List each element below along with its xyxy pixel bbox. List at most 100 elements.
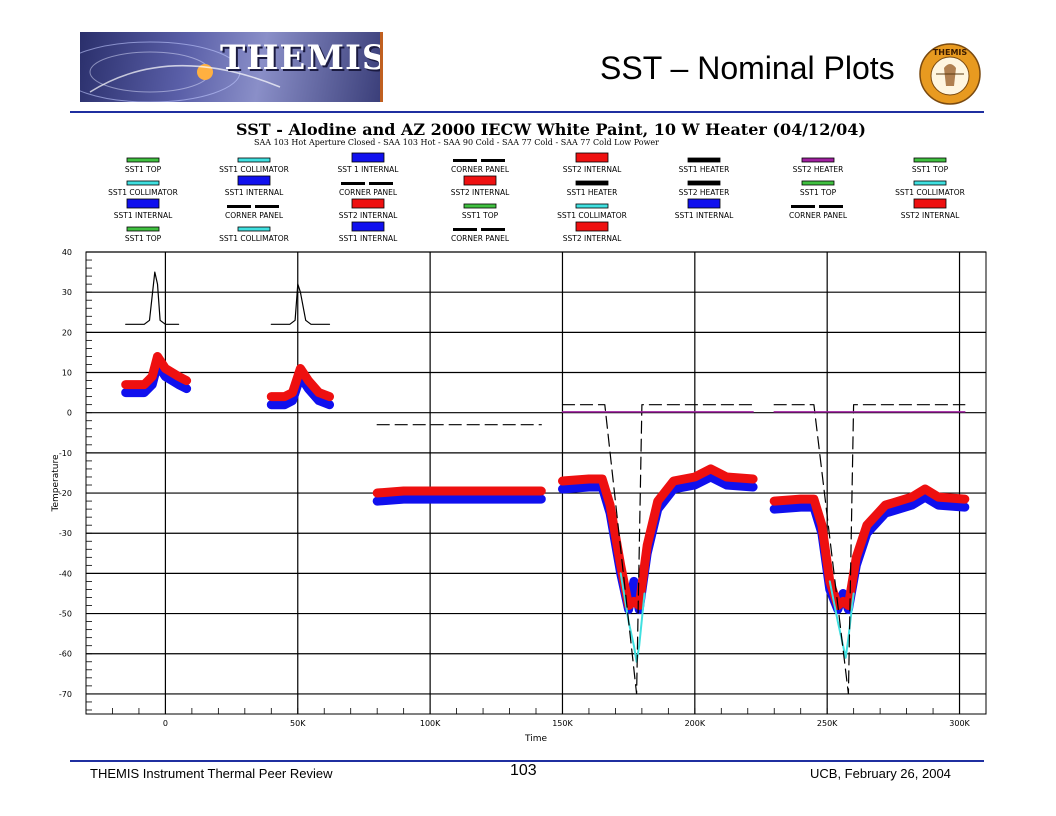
legend-label: SST1 HEATER	[679, 165, 730, 174]
x-tick-label: 150K	[552, 719, 573, 728]
logo-text: THEMIS	[220, 38, 383, 78]
legend-swatch	[791, 205, 815, 208]
legend-label: SST1 INTERNAL	[675, 211, 734, 220]
legend-swatch	[126, 157, 160, 163]
legend-swatch	[801, 157, 835, 163]
y-tick-label: 0	[67, 409, 72, 418]
y-tick-label: -10	[59, 449, 72, 458]
x-tick-label: 100K	[420, 719, 441, 728]
themis-seal-icon: THEMIS	[919, 43, 981, 105]
page-title: SST – Nominal Plots	[600, 50, 895, 86]
legend-label: SST1 COLLIMATOR	[557, 211, 627, 220]
legend-label: CORNER PANEL	[789, 211, 848, 220]
legend-swatch	[453, 159, 477, 162]
x-tick-label: 300K	[949, 719, 970, 728]
y-tick-label: -40	[59, 569, 72, 578]
axis-ticks: 0 50K 100K 150K 200K 250K 300K 40 30 20 10 0 -10 -20 -…	[59, 248, 971, 728]
legend-swatch	[819, 205, 843, 208]
legend-swatch	[801, 180, 835, 186]
footer-right: UCB, February 26, 2004	[810, 766, 951, 781]
header-rule	[70, 111, 984, 113]
legend-label: SST2 INTERNAL	[339, 211, 398, 220]
legend-swatch	[575, 221, 609, 232]
chart-subtitle: SAA 103 Hot Aperture Closed - SAA 103 Ho…	[254, 138, 659, 147]
legend-swatch	[687, 157, 721, 163]
series-line	[828, 580, 855, 659]
y-tick-label: -60	[59, 650, 72, 659]
legend-swatch	[237, 175, 271, 186]
legend-label: SST2 HEATER	[793, 165, 844, 174]
legend-label: SST2 HEATER	[679, 188, 730, 197]
chart-title: SST - Alodine and AZ 2000 IECW White Pai…	[236, 120, 866, 139]
temperature-chart: SST1 TOP SST1 COLLIMATOR SST 1 INTERNAL COR…	[51, 152, 987, 744]
y-tick-label: 20	[62, 328, 72, 337]
legend-swatch	[126, 226, 160, 232]
page-number: 103	[510, 762, 537, 779]
legend-label: SST2 INTERNAL	[901, 211, 960, 220]
seal-text: THEMIS	[933, 48, 968, 57]
legend-label: SST1 TOP	[912, 165, 949, 174]
chart-legend: SST1 TOP SST1 COLLIMATOR SST 1 INTERNAL COR…	[108, 152, 965, 243]
x-axis-label: Time	[524, 734, 547, 744]
legend-label: SST1 INTERNAL	[114, 211, 173, 220]
legend-swatch	[687, 198, 721, 209]
legend-swatch	[575, 180, 609, 186]
legend-label: SST1 TOP	[125, 234, 162, 243]
series-line	[773, 404, 966, 695]
x-tick-label: 250K	[817, 719, 838, 728]
series-line	[270, 283, 331, 325]
x-tick-label: 0	[163, 719, 168, 728]
series-line	[372, 494, 546, 506]
legend-label: SST1 TOP	[462, 211, 499, 220]
legend-swatch	[237, 157, 271, 163]
legend-label: CORNER PANEL	[451, 234, 510, 243]
series-line	[372, 486, 546, 498]
data-series	[121, 271, 970, 695]
series-line	[561, 404, 754, 695]
legend-label: SST1 COLLIMATOR	[108, 188, 178, 197]
banner-art	[80, 41, 281, 102]
legend-swatch	[913, 157, 947, 163]
legend-swatch	[255, 205, 279, 208]
legend-swatch	[481, 159, 505, 162]
footer-rule	[70, 760, 984, 762]
legend-label: SST2 INTERNAL	[563, 234, 622, 243]
series-line	[769, 484, 970, 610]
legend-label: SST1 INTERNAL	[225, 188, 284, 197]
legend-label: CORNER PANEL	[451, 165, 510, 174]
series-line	[121, 352, 192, 390]
y-tick-label: -20	[59, 489, 72, 498]
legend-swatch	[463, 175, 497, 186]
legend-swatch	[351, 152, 385, 163]
legend-swatch	[351, 221, 385, 232]
x-tick-label: 50K	[290, 719, 306, 728]
y-tick-label: 30	[62, 288, 72, 297]
y-tick-label: -70	[59, 690, 72, 699]
legend-swatch	[227, 205, 251, 208]
legend-label: SST2 INTERNAL	[563, 165, 622, 174]
legend-swatch	[126, 198, 160, 209]
legend-label: CORNER PANEL	[225, 211, 284, 220]
legend-swatch	[687, 180, 721, 186]
legend-label: SST2 INTERNAL	[451, 188, 510, 197]
legend-swatch	[913, 180, 947, 186]
legend-label: SST1 TOP	[125, 165, 162, 174]
legend-label: SST1 COLLIMATOR	[895, 188, 965, 197]
legend-swatch	[463, 203, 497, 209]
legend-label: SST1 INTERNAL	[339, 234, 398, 243]
legend-swatch	[237, 226, 271, 232]
legend-label: SST1 COLLIMATOR	[219, 234, 289, 243]
legend-swatch	[126, 180, 160, 186]
legend-label: SST 1 INTERNAL	[338, 165, 400, 174]
legend-label: SST1 HEATER	[567, 188, 618, 197]
y-tick-label: 10	[62, 369, 72, 378]
legend-swatch	[575, 203, 609, 209]
footer-left: THEMIS Instrument Thermal Peer Review	[90, 766, 333, 781]
plot-area	[85, 251, 987, 715]
legend-swatch	[453, 228, 477, 231]
series-line	[125, 271, 180, 325]
y-tick-label: -30	[59, 529, 72, 538]
legend-swatch	[481, 228, 505, 231]
legend-label: SST1 COLLIMATOR	[219, 165, 289, 174]
themis-banner-logo: THEMIS	[80, 32, 383, 102]
